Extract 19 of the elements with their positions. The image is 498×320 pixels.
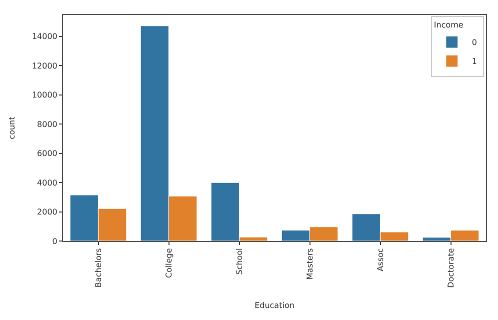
legend-label: 0 — [472, 38, 477, 48]
x-tick-label: Bachelors — [94, 248, 103, 288]
y-tick-label: 4000 — [37, 178, 58, 188]
legend-label: 1 — [472, 57, 477, 66]
x-tick-label: Doctorate — [446, 248, 456, 288]
y-tick-label: 10000 — [32, 90, 58, 100]
x-tick-label: School — [234, 248, 244, 275]
y-tick-label: 8000 — [37, 120, 58, 129]
y-tick-label: 14000 — [32, 32, 58, 42]
y-tick-label: 6000 — [37, 149, 58, 158]
y-tick-label: 12000 — [32, 61, 58, 70]
legend-title: Income — [434, 20, 464, 30]
x-axis-title: Education — [254, 301, 294, 310]
y-axis-title: count — [8, 116, 17, 140]
y-tick-label: 0 — [52, 236, 58, 246]
x-tick-label: Masters — [305, 248, 314, 280]
y-tick-label: 2000 — [37, 208, 58, 217]
x-tick-label: Assoc — [376, 248, 385, 272]
x-tick-label: College — [164, 248, 174, 278]
